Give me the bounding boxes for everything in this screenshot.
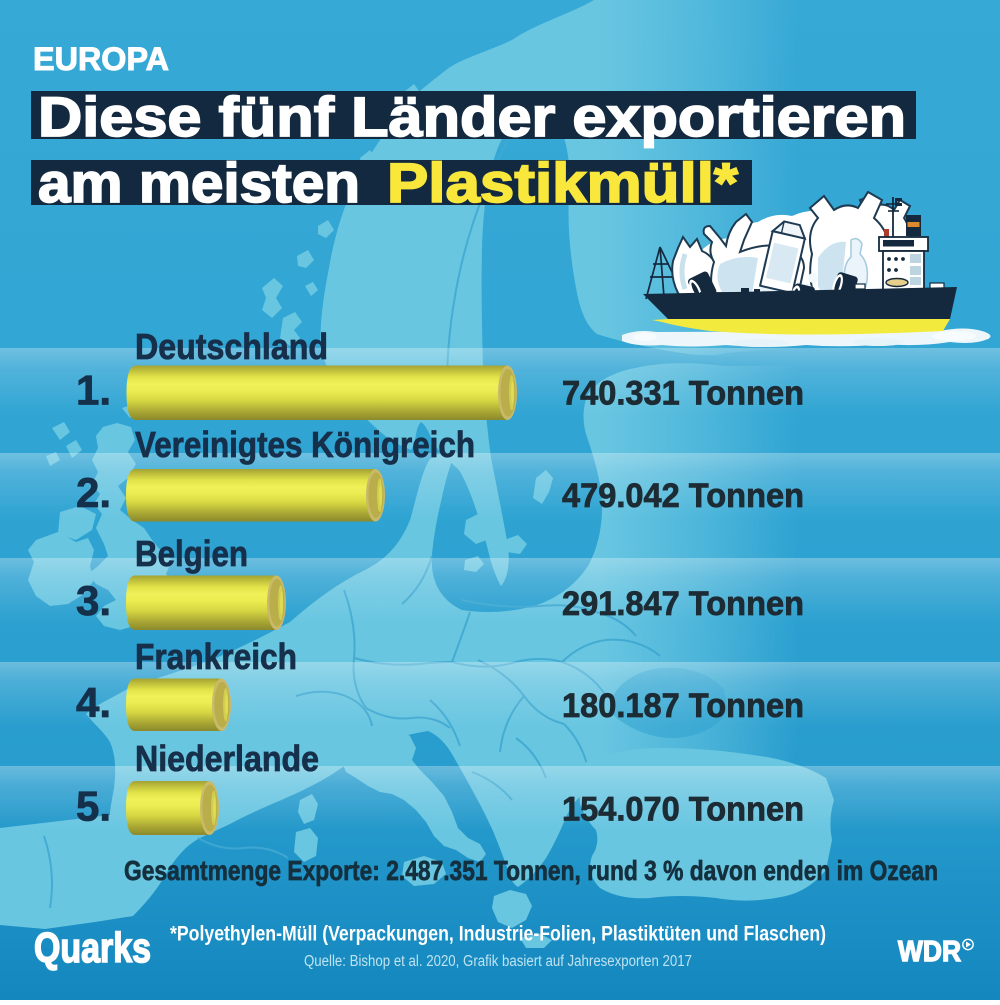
svg-text:Deutschland: Deutschland — [135, 326, 328, 367]
svg-text:Niederlande: Niederlande — [135, 738, 319, 779]
svg-text:Quarks: Quarks — [34, 924, 151, 971]
svg-text:Quelle: Bishop et al. 2020, Gr: Quelle: Bishop et al. 2020, Grafik basie… — [304, 953, 692, 970]
svg-text:740.331 Tonnen: 740.331 Tonnen — [562, 375, 804, 413]
svg-text:154.070 Tonnen: 154.070 Tonnen — [562, 791, 804, 829]
svg-text:Gesamtmenge Exporte: 2.487.351: Gesamtmenge Exporte: 2.487.351 Tonnen, r… — [124, 855, 938, 886]
svg-text:am meisten: am meisten — [38, 151, 360, 214]
svg-text:WDR: WDR — [898, 936, 961, 968]
svg-text:EUROPA: EUROPA — [33, 41, 169, 77]
svg-text:Belgien: Belgien — [135, 533, 248, 574]
svg-text:Diese fünf Länder exportieren: Diese fünf Länder exportieren — [38, 85, 906, 148]
svg-text:1.: 1. — [76, 367, 111, 414]
svg-text:479.042 Tonnen: 479.042 Tonnen — [562, 477, 804, 515]
svg-text:3.: 3. — [76, 577, 111, 624]
svg-text:*Polyethylen-Müll (Verpackunge: *Polyethylen-Müll (Verpackungen, Industr… — [170, 923, 826, 946]
svg-text:Frankreich: Frankreich — [135, 636, 297, 677]
svg-text:Plastikmüll*: Plastikmüll* — [387, 151, 738, 214]
svg-text:Vereinigtes Königreich: Vereinigtes Königreich — [135, 424, 475, 465]
svg-text:180.187 Tonnen: 180.187 Tonnen — [562, 687, 804, 725]
svg-text:5.: 5. — [76, 783, 111, 830]
svg-text:2.: 2. — [76, 469, 111, 516]
svg-text:291.847 Tonnen: 291.847 Tonnen — [562, 585, 804, 623]
svg-text:4.: 4. — [76, 679, 111, 726]
